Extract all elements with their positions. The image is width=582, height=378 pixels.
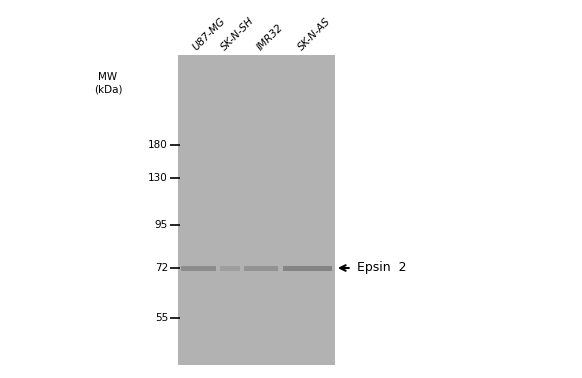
Text: U87-MG: U87-MG [191, 15, 228, 52]
Text: 95: 95 [155, 220, 168, 230]
Bar [283, 265, 332, 271]
Text: SK-N-AS: SK-N-AS [296, 15, 332, 52]
Text: 55: 55 [155, 313, 168, 323]
Bar [178, 55, 335, 365]
Text: SK-N-SH: SK-N-SH [219, 15, 255, 52]
Text: 72: 72 [155, 263, 168, 273]
Text: IMR32: IMR32 [255, 22, 285, 52]
Bar [220, 265, 240, 271]
Bar [244, 265, 278, 271]
Text: MW
(kDa): MW (kDa) [94, 72, 122, 94]
Bar [181, 265, 216, 271]
Text: 180: 180 [148, 140, 168, 150]
Text: Epsin  2: Epsin 2 [357, 262, 406, 274]
Text: 130: 130 [148, 173, 168, 183]
